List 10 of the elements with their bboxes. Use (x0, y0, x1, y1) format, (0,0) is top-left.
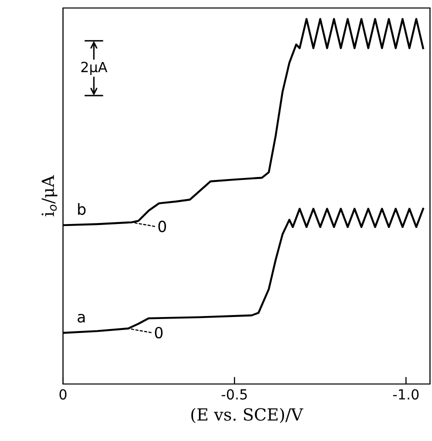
series-label: a (78, 314, 85, 323)
annotation: 2μA (81, 62, 108, 75)
annotation: 0 (154, 326, 163, 338)
x-tick-label: -0.5 (222, 389, 247, 400)
series-label: b (78, 203, 86, 215)
x-tick-label: 0 (59, 389, 66, 400)
x-tick-label: -1.0 (393, 389, 419, 400)
x-axis-title: (E vs. SCE)/V (191, 408, 304, 424)
y-axis-title: i$_{o}$/μA (42, 175, 58, 216)
annotation: 0 (158, 220, 166, 232)
